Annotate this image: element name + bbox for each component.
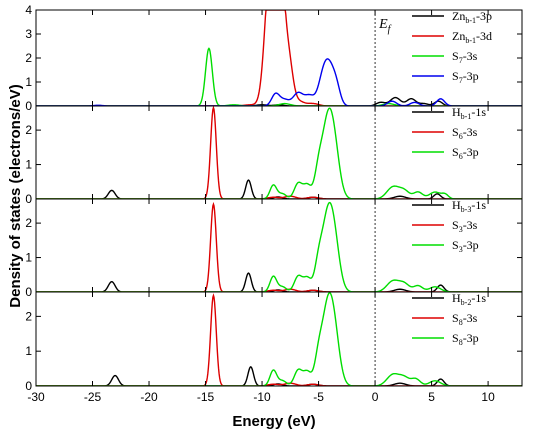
legend-label: Znb-1-3p (452, 9, 492, 25)
x-tick-label: 10 (481, 390, 495, 404)
x-tick-label: -25 (84, 390, 102, 404)
panel-2: 0 1 2 Hb-1-1s S6-3s S6-3p (25, 105, 523, 206)
panel-3: 0 1 2 Hb-3-1s S3-3s S3-3p (25, 198, 523, 299)
x-tick-label: -10 (253, 390, 271, 404)
series-line-hb-3-1s (36, 272, 522, 292)
y-tick-label: 4 (25, 3, 32, 17)
series-line-s3-3p (36, 201, 522, 292)
series-line-s3-3s (36, 201, 522, 292)
x-tick-label: 5 (428, 390, 435, 404)
legend-label: S6-3p (452, 145, 479, 161)
y-tick-label: 1 (25, 158, 32, 172)
panel-frame (35, 198, 523, 293)
legend-label: S6-3s (452, 125, 478, 141)
legend-label: Hb-2-1s (452, 291, 486, 307)
fermi-level-label: Ef (378, 17, 392, 35)
y-tick-label: 2 (25, 123, 32, 137)
y-tick-label: 2 (25, 51, 32, 65)
y-tick-label: 3 (25, 27, 32, 41)
x-tick-label: -20 (140, 390, 158, 404)
y-axis-title: Density of states (electrons/eV) (7, 84, 24, 307)
y-tick-label: 2 (25, 309, 32, 323)
series-line-s8-3p (36, 292, 522, 386)
y-tick-label: 0 (25, 285, 32, 299)
y-tick-label: 1 (25, 75, 32, 89)
y-tick-label: 0 (25, 192, 32, 206)
legend-label: Hb-3-1s (452, 198, 486, 214)
series-line-s7-3s (36, 47, 522, 106)
legend-label: Hb-1-1s (452, 105, 486, 121)
x-tick-label: 0 (372, 390, 379, 404)
panel-frame (35, 291, 523, 387)
legend-label: S3-3s (452, 218, 478, 234)
y-tick-label: 2 (25, 216, 32, 230)
series-line-s8-3s (36, 293, 522, 386)
plot-panels: 0 1 2 3 4 Znb-1-3p Znb-1-3d S7-3s S7-3p 0 1 2 Hb-1-1… (25, 3, 523, 404)
series-line-s6-3p (36, 107, 522, 199)
legend-label: S8-3p (452, 331, 479, 347)
y-tick-label: 0 (25, 379, 32, 393)
legend-label: S3-3p (452, 238, 479, 254)
panel-frame (35, 9, 523, 107)
legend-label: S7-3p (452, 69, 479, 85)
series-line-znb-1-3d (36, 10, 522, 106)
panel-frame (35, 105, 523, 200)
panel-4: 0 1 2 Hb-2-1s S8-3s S8-3p (25, 291, 523, 393)
y-tick-label: 1 (25, 251, 32, 265)
legend-label: Znb-1-3d (452, 29, 492, 45)
y-tick-label: 1 (25, 344, 32, 358)
x-tick-label: -5 (313, 390, 324, 404)
series-line-hb-2-1s (36, 366, 522, 386)
panel-1: 0 1 2 3 4 Znb-1-3p Znb-1-3d S7-3s S7-3p (25, 3, 523, 113)
legend-label: S7-3s (452, 49, 478, 65)
series-line-s7-3p (36, 58, 522, 106)
x-axis-title: Energy (eV) (232, 413, 315, 430)
series-line-s6-3s (36, 106, 522, 199)
y-tick-label: 0 (25, 99, 32, 113)
x-tick-label: -15 (197, 390, 215, 404)
legend-label: S8-3s (452, 311, 478, 327)
x-tick-label: -30 (27, 390, 45, 404)
